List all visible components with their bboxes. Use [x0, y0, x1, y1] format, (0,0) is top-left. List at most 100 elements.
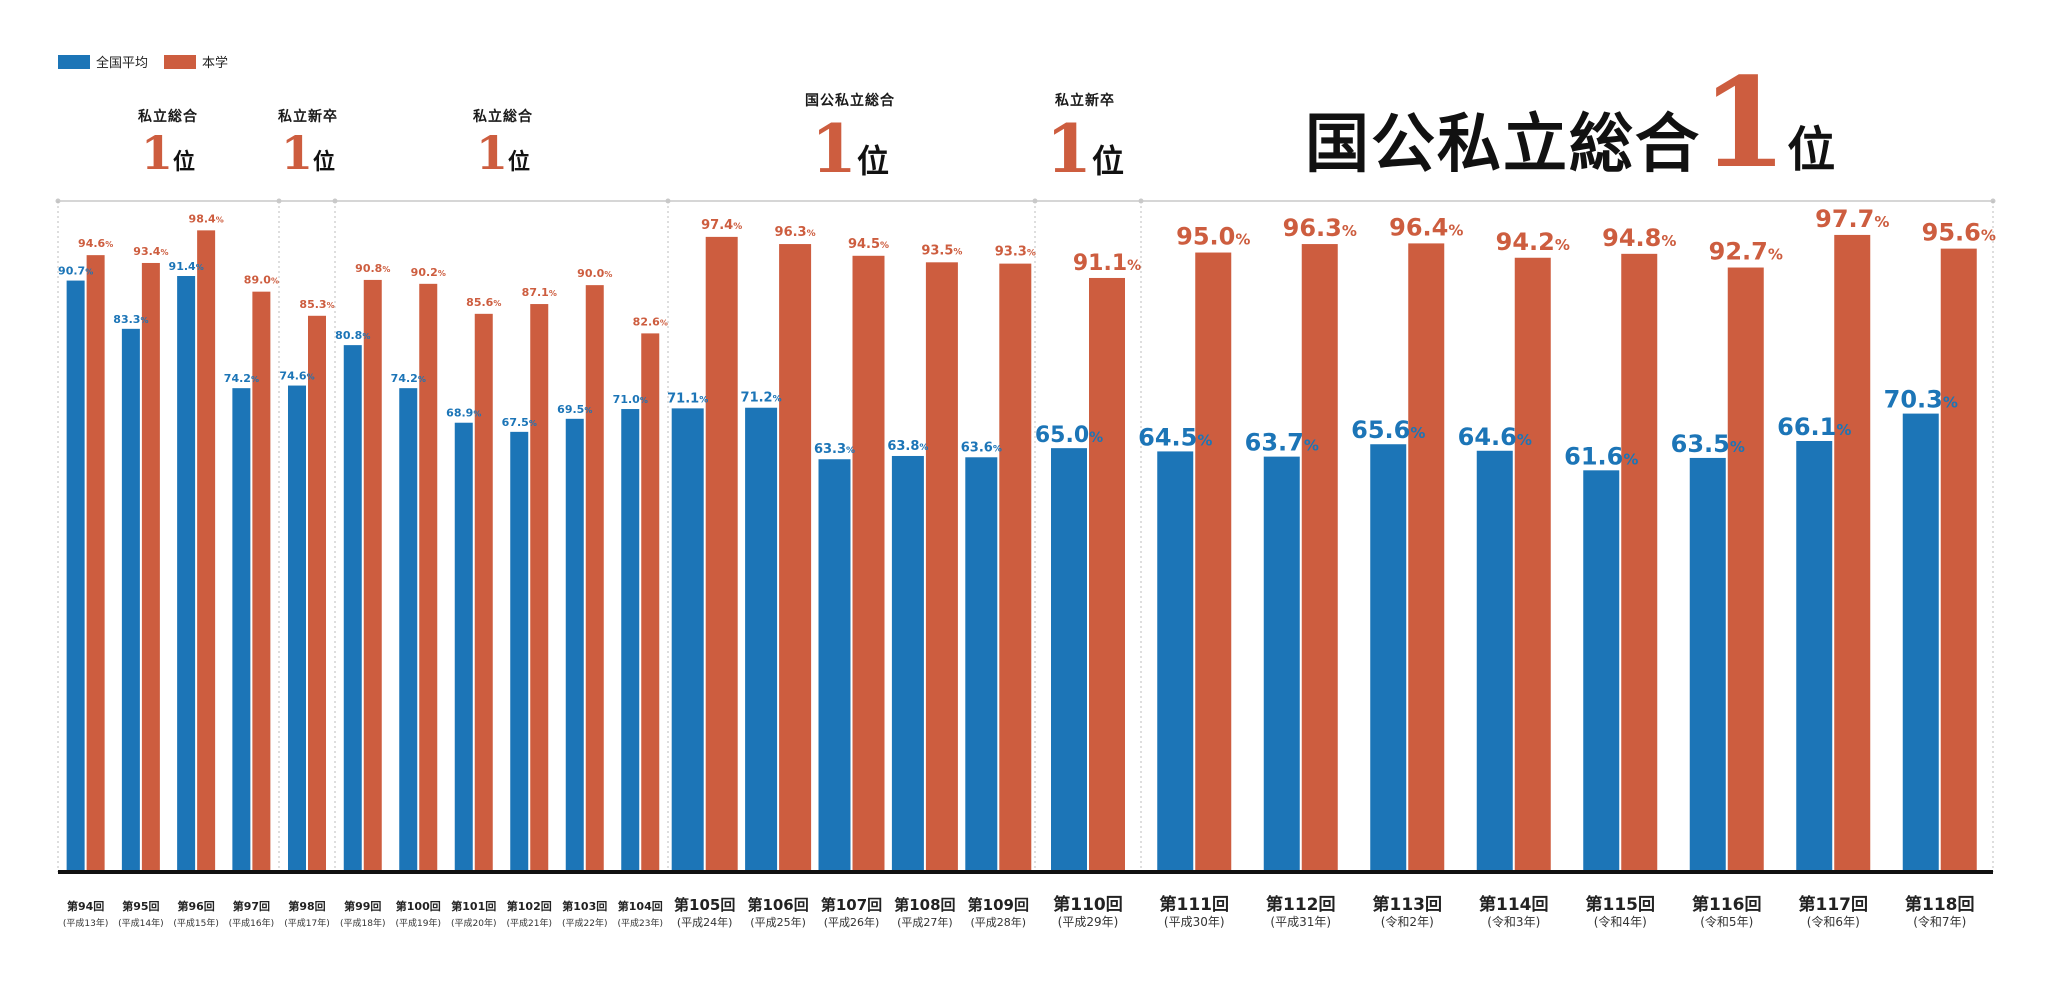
value-label-national: 66.1% [1777, 413, 1851, 441]
bar-national [745, 407, 778, 872]
value-label-school: 85.6% [466, 296, 501, 309]
x-tick-era-label: (平成22年) [562, 917, 607, 929]
rank-group-4: 国公私立総合 1位 [770, 90, 930, 188]
bar-national [1157, 451, 1194, 872]
bar-national [621, 409, 640, 872]
x-tick-label: 第98回 [288, 899, 325, 913]
bar-national [1263, 456, 1300, 872]
value-label-school: 94.6% [78, 237, 113, 250]
x-tick-label: 第102回 [507, 899, 552, 913]
headline-ranking: 国公私立総合1位 [1305, 62, 1835, 186]
bar-national [1796, 440, 1833, 872]
value-label-school: 94.2% [1496, 228, 1570, 256]
value-label-national: 65.6% [1351, 416, 1425, 444]
x-tick-label: 第109回 [968, 896, 1029, 914]
bar-national [1476, 450, 1513, 872]
bar-national [66, 280, 85, 872]
value-label-school: 96.3% [1283, 214, 1357, 242]
legend-label-school: 本学 [202, 56, 229, 71]
rank-suffix: 位 [313, 150, 336, 175]
rank-number: 1 [280, 126, 313, 180]
bar-school [1940, 248, 1977, 872]
x-tick-era-label: (平成18年) [340, 917, 385, 929]
x-tick-era-label: (平成14年) [118, 917, 163, 929]
x-tick-label: 第106回 [747, 896, 808, 914]
bar-national [1689, 457, 1726, 872]
value-label-school: 82.6% [633, 315, 668, 328]
x-tick-label: 第104回 [618, 899, 663, 913]
x-tick-era-label: (平成31年) [1270, 915, 1331, 929]
value-label-national: 71.0% [613, 393, 648, 406]
value-label-national: 64.6% [1458, 423, 1532, 451]
bar-school [1727, 267, 1764, 872]
value-label-national: 67.5% [502, 416, 537, 429]
legend-swatch-school [164, 54, 197, 69]
value-label-national: 65.0% [1035, 423, 1103, 448]
x-tick-label: 第112回 [1266, 894, 1336, 915]
value-label-national: 68.9% [446, 407, 481, 420]
bar-national [891, 455, 924, 872]
x-tick-era-label: (令和3年) [1487, 914, 1540, 929]
bar-school [363, 279, 382, 873]
bar-national [454, 422, 473, 872]
rank-group-3: 私立総合 1位 [443, 106, 563, 180]
bar-school [530, 304, 549, 873]
x-tick-label: 第103回 [562, 899, 607, 913]
value-label-school: 90.8% [355, 262, 390, 275]
rank-suffix: 位 [508, 150, 531, 175]
value-label-school: 97.4% [701, 218, 742, 233]
bar-national [399, 388, 418, 872]
x-tick-label: 第101回 [451, 899, 496, 913]
rank-suffix: 位 [1091, 142, 1124, 180]
headline-number: 1 [1701, 51, 1788, 196]
x-tick-era-label: (令和4年) [1594, 914, 1647, 929]
rank-number: 1 [140, 126, 173, 180]
bar-school [1834, 234, 1871, 872]
x-tick-era-label: (平成25年) [750, 915, 806, 929]
value-label-school: 95.0% [1176, 223, 1250, 251]
headline-label: 国公私立総合 [1305, 108, 1701, 182]
value-label-school: 91.1% [1073, 251, 1141, 276]
rank-number: 1 [1046, 110, 1092, 188]
value-label-national: 71.2% [741, 391, 782, 406]
value-label-school: 97.7% [1815, 205, 1889, 233]
bar-school [1301, 244, 1338, 873]
x-tick-era-label: (平成30年) [1164, 915, 1225, 929]
x-tick-label: 第97回 [233, 899, 270, 913]
bar-school [852, 255, 885, 873]
value-label-school: 92.7% [1709, 238, 1783, 266]
x-tick-label: 第100回 [396, 899, 441, 913]
x-tick-era-label: (平成21年) [507, 917, 552, 929]
value-label-school: 85.3% [299, 298, 334, 311]
x-tick-label: 第107回 [821, 896, 882, 914]
x-tick-era-label: (平成24年) [677, 915, 733, 929]
legend: 全国平均 本学 [58, 52, 228, 71]
x-tick-era-label: (平成26年) [824, 915, 880, 929]
x-tick-era-label: (平成15年) [173, 917, 218, 929]
headline-suffix: 位 [1787, 122, 1836, 178]
x-tick-label: 第99回 [344, 899, 381, 913]
bar-school [419, 283, 438, 872]
x-tick-era-label: (平成29年) [1058, 915, 1119, 929]
bar-national [818, 459, 851, 872]
bar-national [965, 457, 998, 872]
bar-school [999, 263, 1032, 873]
value-label-school: 87.1% [522, 286, 557, 299]
bar-school [474, 313, 493, 872]
bar-national [1583, 470, 1620, 872]
value-label-national: 80.8% [335, 329, 370, 342]
value-label-national: 91.4% [169, 260, 204, 273]
legend-label-national: 全国平均 [96, 56, 149, 71]
x-tick-era-label: (平成28年) [971, 915, 1027, 929]
bar-school [1195, 252, 1232, 872]
x-tick-era-label: (令和7年) [1913, 914, 1966, 929]
x-tick-label: 第113回 [1373, 894, 1443, 915]
x-tick-era-label: (平成19年) [396, 917, 441, 929]
value-label-school: 96.4% [1389, 213, 1463, 241]
bar-school [705, 236, 738, 873]
value-label-national: 71.1% [667, 391, 708, 406]
x-tick-label: 第115回 [1586, 894, 1656, 915]
bar-school [1408, 243, 1445, 872]
rank-number: 1 [475, 126, 508, 180]
